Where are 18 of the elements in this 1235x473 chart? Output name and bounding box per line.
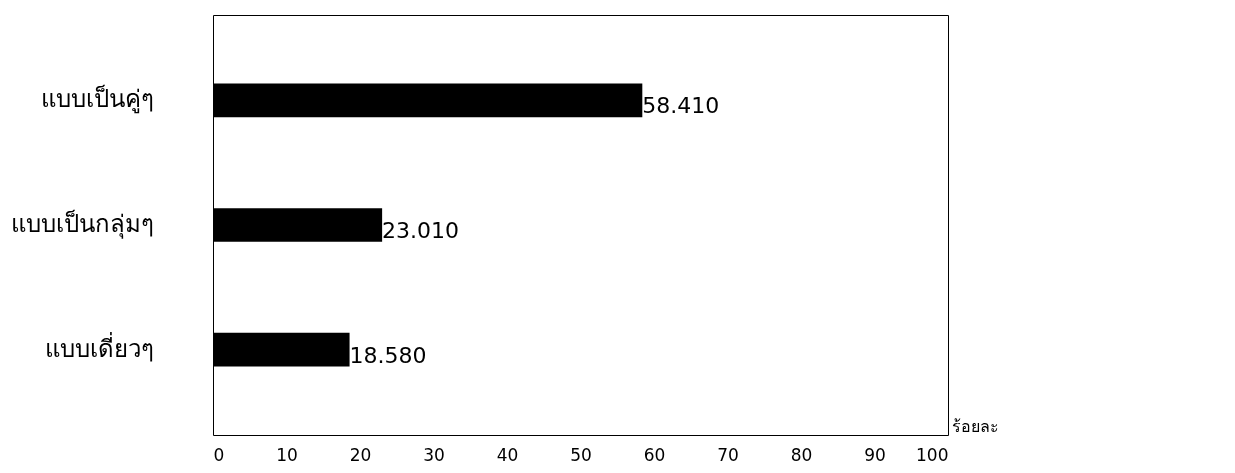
x-tick-label: 40	[496, 444, 519, 465]
x-tick-label: 30	[423, 444, 445, 465]
x-tick-label: 80	[790, 444, 813, 465]
y-tick-label: แบบเป็นกลุ่มๆ	[10, 209, 154, 239]
y-tick-label: แบบเดี่ยวๆ	[44, 331, 154, 363]
data-label: 18.580	[349, 342, 427, 368]
x-tick-label: 20	[349, 444, 372, 465]
x-tick-label: 50	[570, 444, 592, 465]
x-tick-label: 0	[213, 444, 225, 465]
y-tick-label: แบบเป็นคู่ๆ	[40, 84, 154, 115]
x-tick-label: 10	[276, 444, 298, 465]
x-tick-label: 100	[916, 444, 949, 465]
x-tick-label: 70	[717, 444, 739, 465]
x-tick-label: 60	[643, 444, 666, 465]
x-tick-label: 90	[864, 444, 886, 465]
x-axis-title: ร้อยละ	[952, 417, 999, 436]
data-label: 58.410	[642, 93, 720, 119]
data-label: 23.010	[382, 218, 460, 243]
